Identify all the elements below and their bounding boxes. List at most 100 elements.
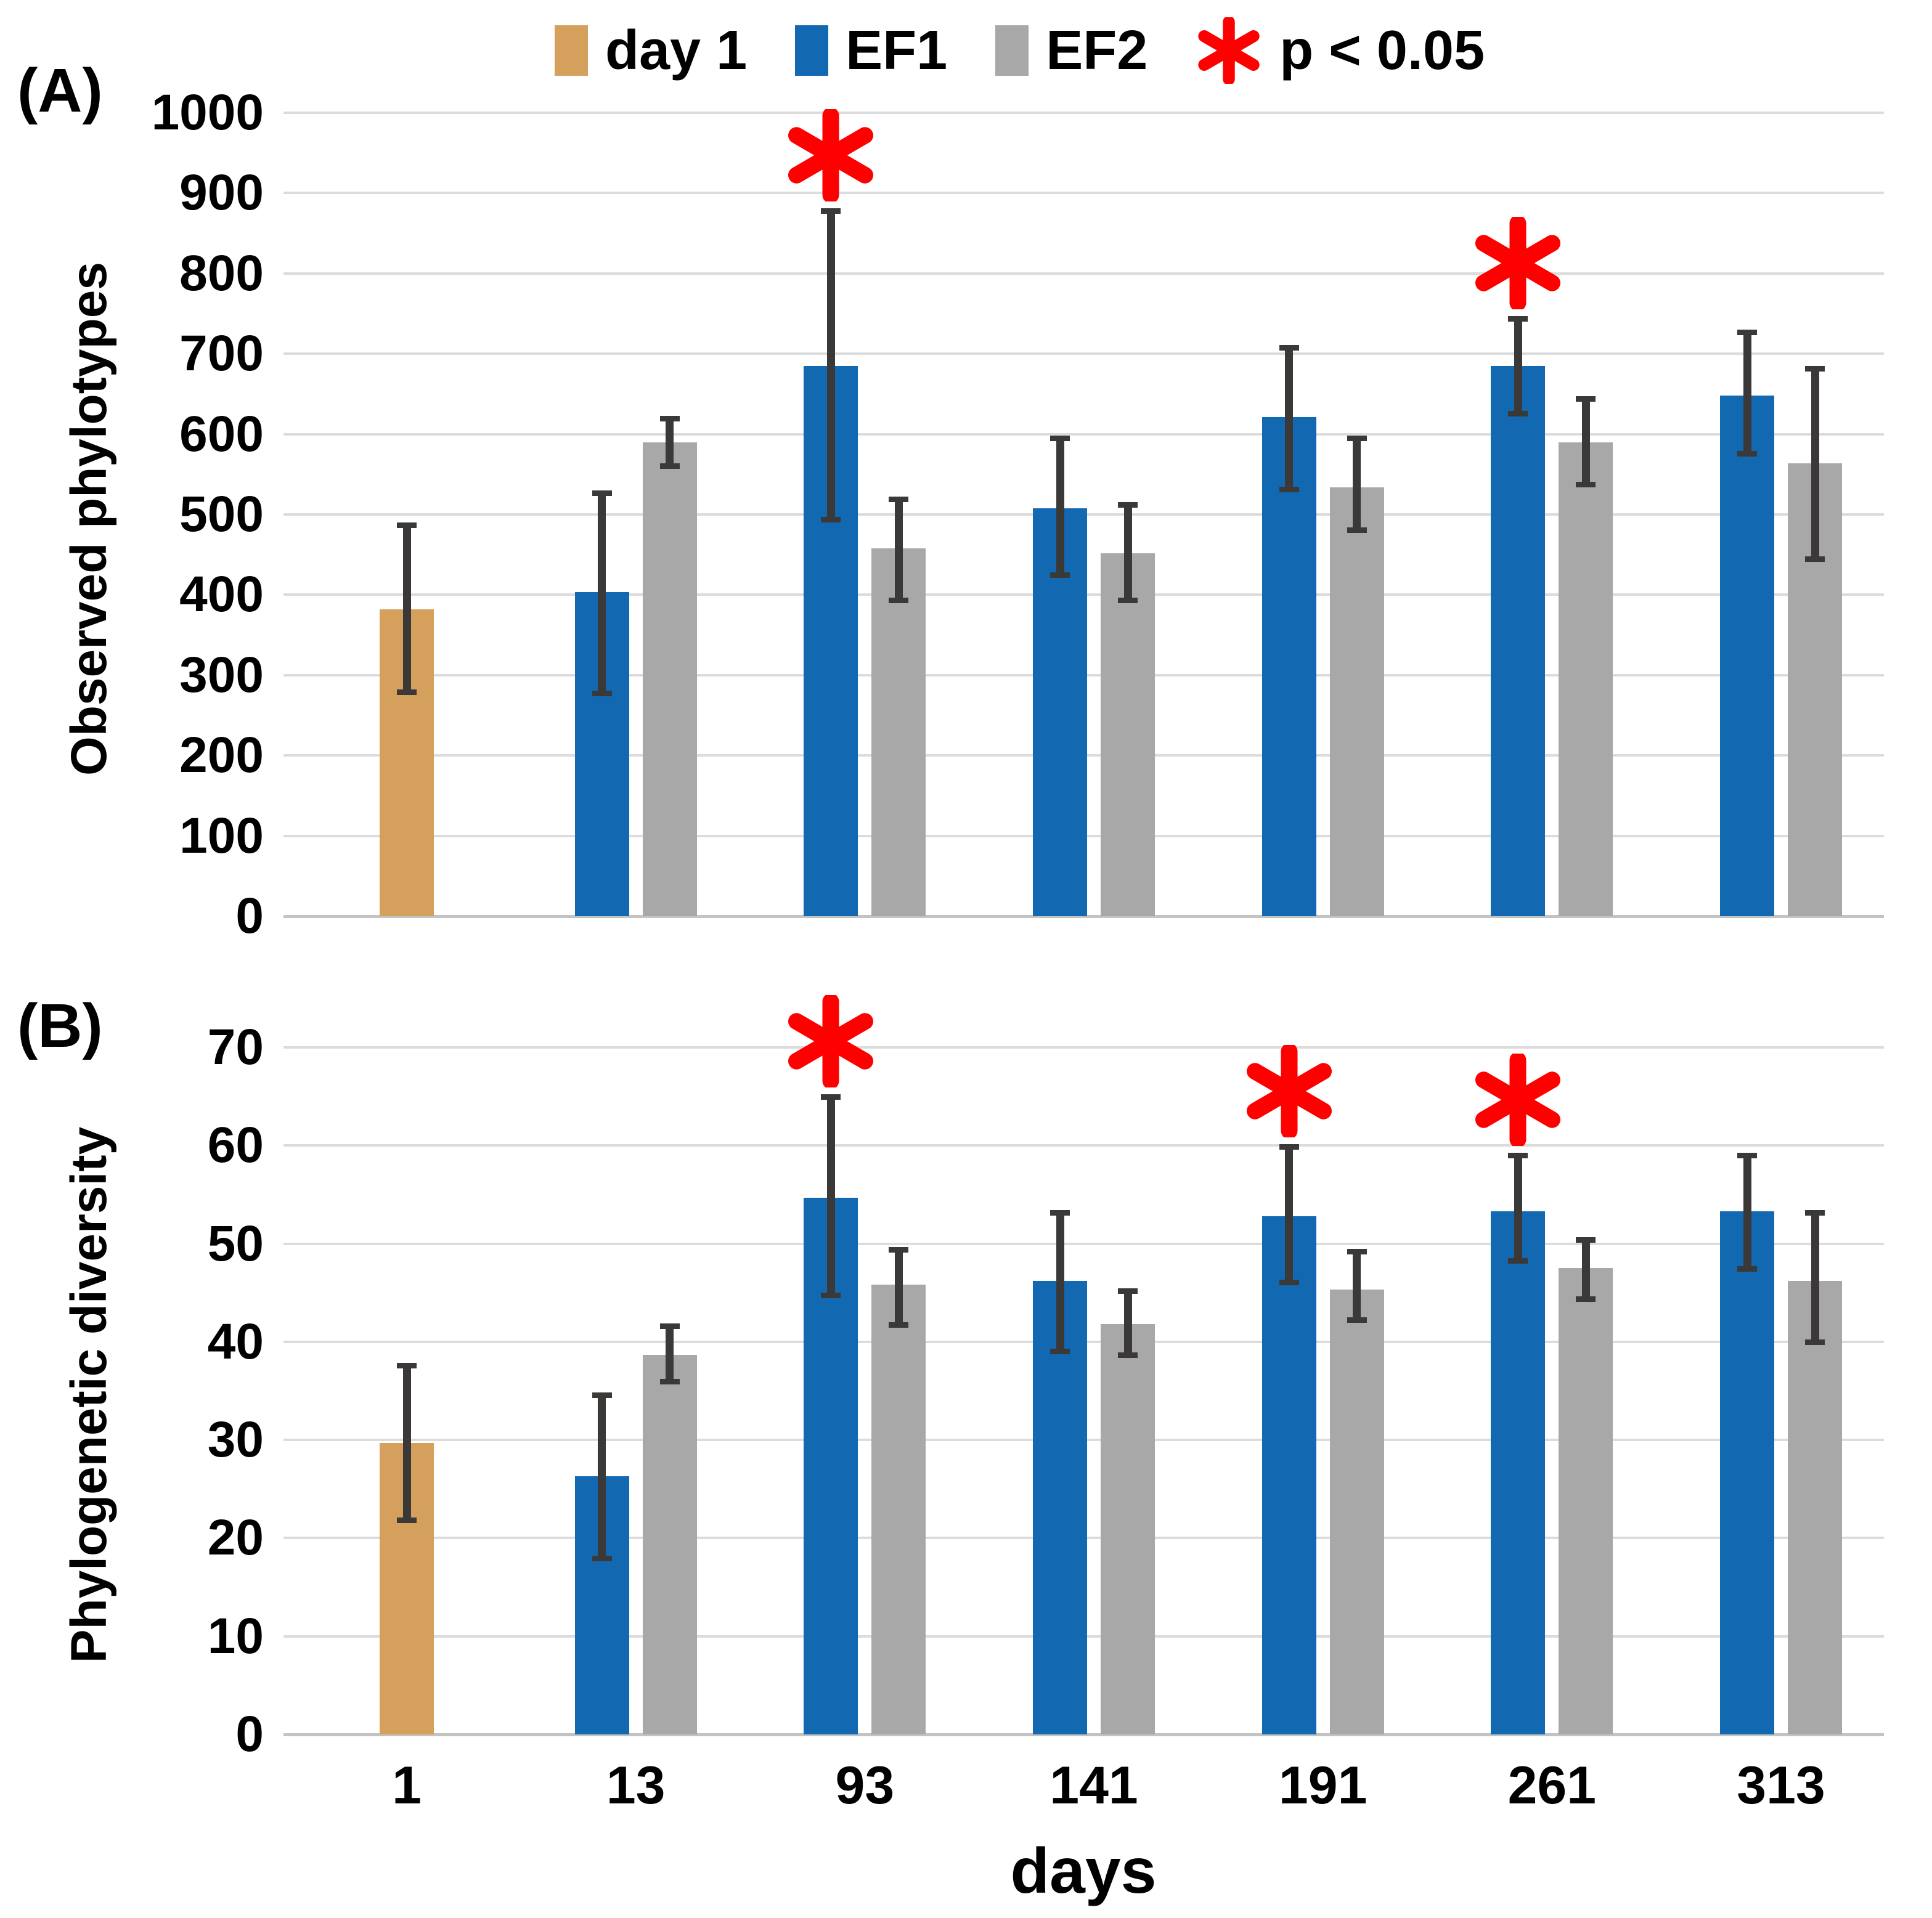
error-bar-cap <box>1279 486 1299 492</box>
bar-EF2-day261 <box>1559 442 1613 916</box>
error-bar-cap <box>1050 572 1070 579</box>
y-tick-label: 600 <box>179 405 264 462</box>
significance-asterisk-icon <box>1475 214 1561 311</box>
significance-marker <box>785 107 877 205</box>
error-bar-cap <box>1118 1352 1138 1359</box>
error-bar <box>1123 1291 1132 1356</box>
error-bar-cap <box>1737 1153 1758 1159</box>
y-tick-label: 0 <box>235 888 264 944</box>
error-bar-cap <box>821 1292 841 1298</box>
error-bar <box>1514 1155 1522 1262</box>
bar-EF1-day261 <box>1491 365 1546 916</box>
panel-a-y-axis-title: Observed phylotypes <box>61 262 117 776</box>
error-bar-cap <box>821 1094 841 1100</box>
error-bar <box>1743 331 1751 455</box>
significance-asterisk-icon <box>788 993 874 1089</box>
error-bar-cap <box>1508 411 1528 417</box>
error-bar-cap <box>889 1247 909 1253</box>
error-bar-cap <box>1805 1339 1825 1346</box>
y-tick-label: 900 <box>179 165 264 221</box>
error-bar-cap <box>1050 1348 1070 1354</box>
y-tick-label: 700 <box>179 325 264 382</box>
error-bar <box>666 1326 674 1383</box>
bar-EF1-day141 <box>1033 1281 1087 1734</box>
error-bar-cap <box>1279 1280 1299 1286</box>
error-bar-cap <box>821 517 841 523</box>
error-bar-cap <box>397 522 417 528</box>
error-bar-cap <box>397 1517 417 1523</box>
significance-asterisk-icon <box>1246 1042 1332 1139</box>
error-bar <box>1811 1212 1819 1343</box>
legend-label-significance: p < 0.05 <box>1279 20 1485 81</box>
bar-EF1-day313 <box>1720 396 1775 916</box>
error-bar-cap <box>659 415 680 421</box>
bar-EF1-day191 <box>1262 417 1316 916</box>
legend-label-ef2: EF2 <box>1046 20 1148 81</box>
significance-asterisk-icon <box>1198 17 1260 84</box>
bar-EF1-day313 <box>1720 1211 1775 1734</box>
gridline <box>283 192 1884 195</box>
error-bar-cap <box>397 1363 417 1369</box>
error-bar-cap <box>592 690 612 696</box>
error-bar-cap <box>659 1379 680 1385</box>
error-bar-cap <box>1347 436 1367 442</box>
error-bar <box>598 1394 606 1559</box>
error-bar-cap <box>1050 436 1070 442</box>
error-bar <box>1581 399 1590 485</box>
error-bar <box>1285 1146 1294 1283</box>
x-tick-label: 13 <box>606 1756 666 1815</box>
y-tick-label: 10 <box>207 1607 264 1664</box>
y-tick-label: 1000 <box>151 84 264 140</box>
error-bar <box>1514 318 1522 414</box>
panel-b-y-axis-title: Phylogenetic diversity <box>61 1126 117 1664</box>
y-tick-label: 20 <box>207 1510 264 1566</box>
bar-EF2-day191 <box>1329 487 1384 916</box>
error-bar-cap <box>592 1392 612 1398</box>
error-bar <box>1353 438 1361 531</box>
ef1-swatch-icon <box>795 25 829 76</box>
error-bar-cap <box>1576 396 1596 402</box>
error-bar <box>1581 1240 1590 1300</box>
error-bar-cap <box>1347 1249 1367 1255</box>
bar-EF1-day191 <box>1262 1216 1316 1734</box>
bar-EF2-day13 <box>642 442 697 916</box>
gridline <box>283 1242 1884 1245</box>
error-bar-cap <box>1508 1258 1528 1264</box>
ef2-swatch-icon <box>995 25 1029 76</box>
bar-EF2-day141 <box>1101 1324 1155 1734</box>
error-bar-cap <box>1576 481 1596 487</box>
error-bar-cap <box>1805 1209 1825 1216</box>
error-bar-cap <box>1508 315 1528 322</box>
significance-asterisk-icon <box>788 107 874 204</box>
error-bar <box>1811 368 1819 560</box>
significance-asterisk-icon <box>1475 1052 1561 1148</box>
y-tick-label: 40 <box>207 1313 264 1370</box>
y-tick-label: 70 <box>207 1019 264 1075</box>
error-bar-cap <box>659 463 680 469</box>
legend-item-ef2: EF2 <box>995 17 1147 84</box>
y-tick-label: 60 <box>207 1117 264 1174</box>
x-tick-label: 93 <box>835 1756 895 1815</box>
gridline <box>283 352 1884 356</box>
error-bar-cap <box>592 490 612 496</box>
error-bar-cap <box>592 1555 612 1561</box>
bar-EF2-day313 <box>1788 1281 1843 1734</box>
error-bar <box>1743 1155 1751 1269</box>
error-bar-cap <box>1118 597 1138 603</box>
x-tick-label: 1 <box>392 1756 422 1815</box>
bar-EF2-day191 <box>1329 1290 1384 1734</box>
y-tick-label: 100 <box>179 807 264 864</box>
error-bar-cap <box>1279 344 1299 351</box>
significance-marker <box>1243 1042 1335 1140</box>
error-bar-cap <box>1279 1144 1299 1150</box>
error-bar-cap <box>1737 329 1758 335</box>
error-bar-cap <box>1805 556 1825 563</box>
y-tick-label: 800 <box>179 245 264 301</box>
significance-marker <box>1472 214 1564 312</box>
error-bar <box>402 524 411 693</box>
error-bar <box>1123 505 1132 601</box>
legend-item-ef1: EF1 <box>795 17 947 84</box>
x-tick-label: 141 <box>1050 1756 1138 1815</box>
y-tick-label: 50 <box>207 1215 264 1272</box>
error-bar-cap <box>397 689 417 696</box>
